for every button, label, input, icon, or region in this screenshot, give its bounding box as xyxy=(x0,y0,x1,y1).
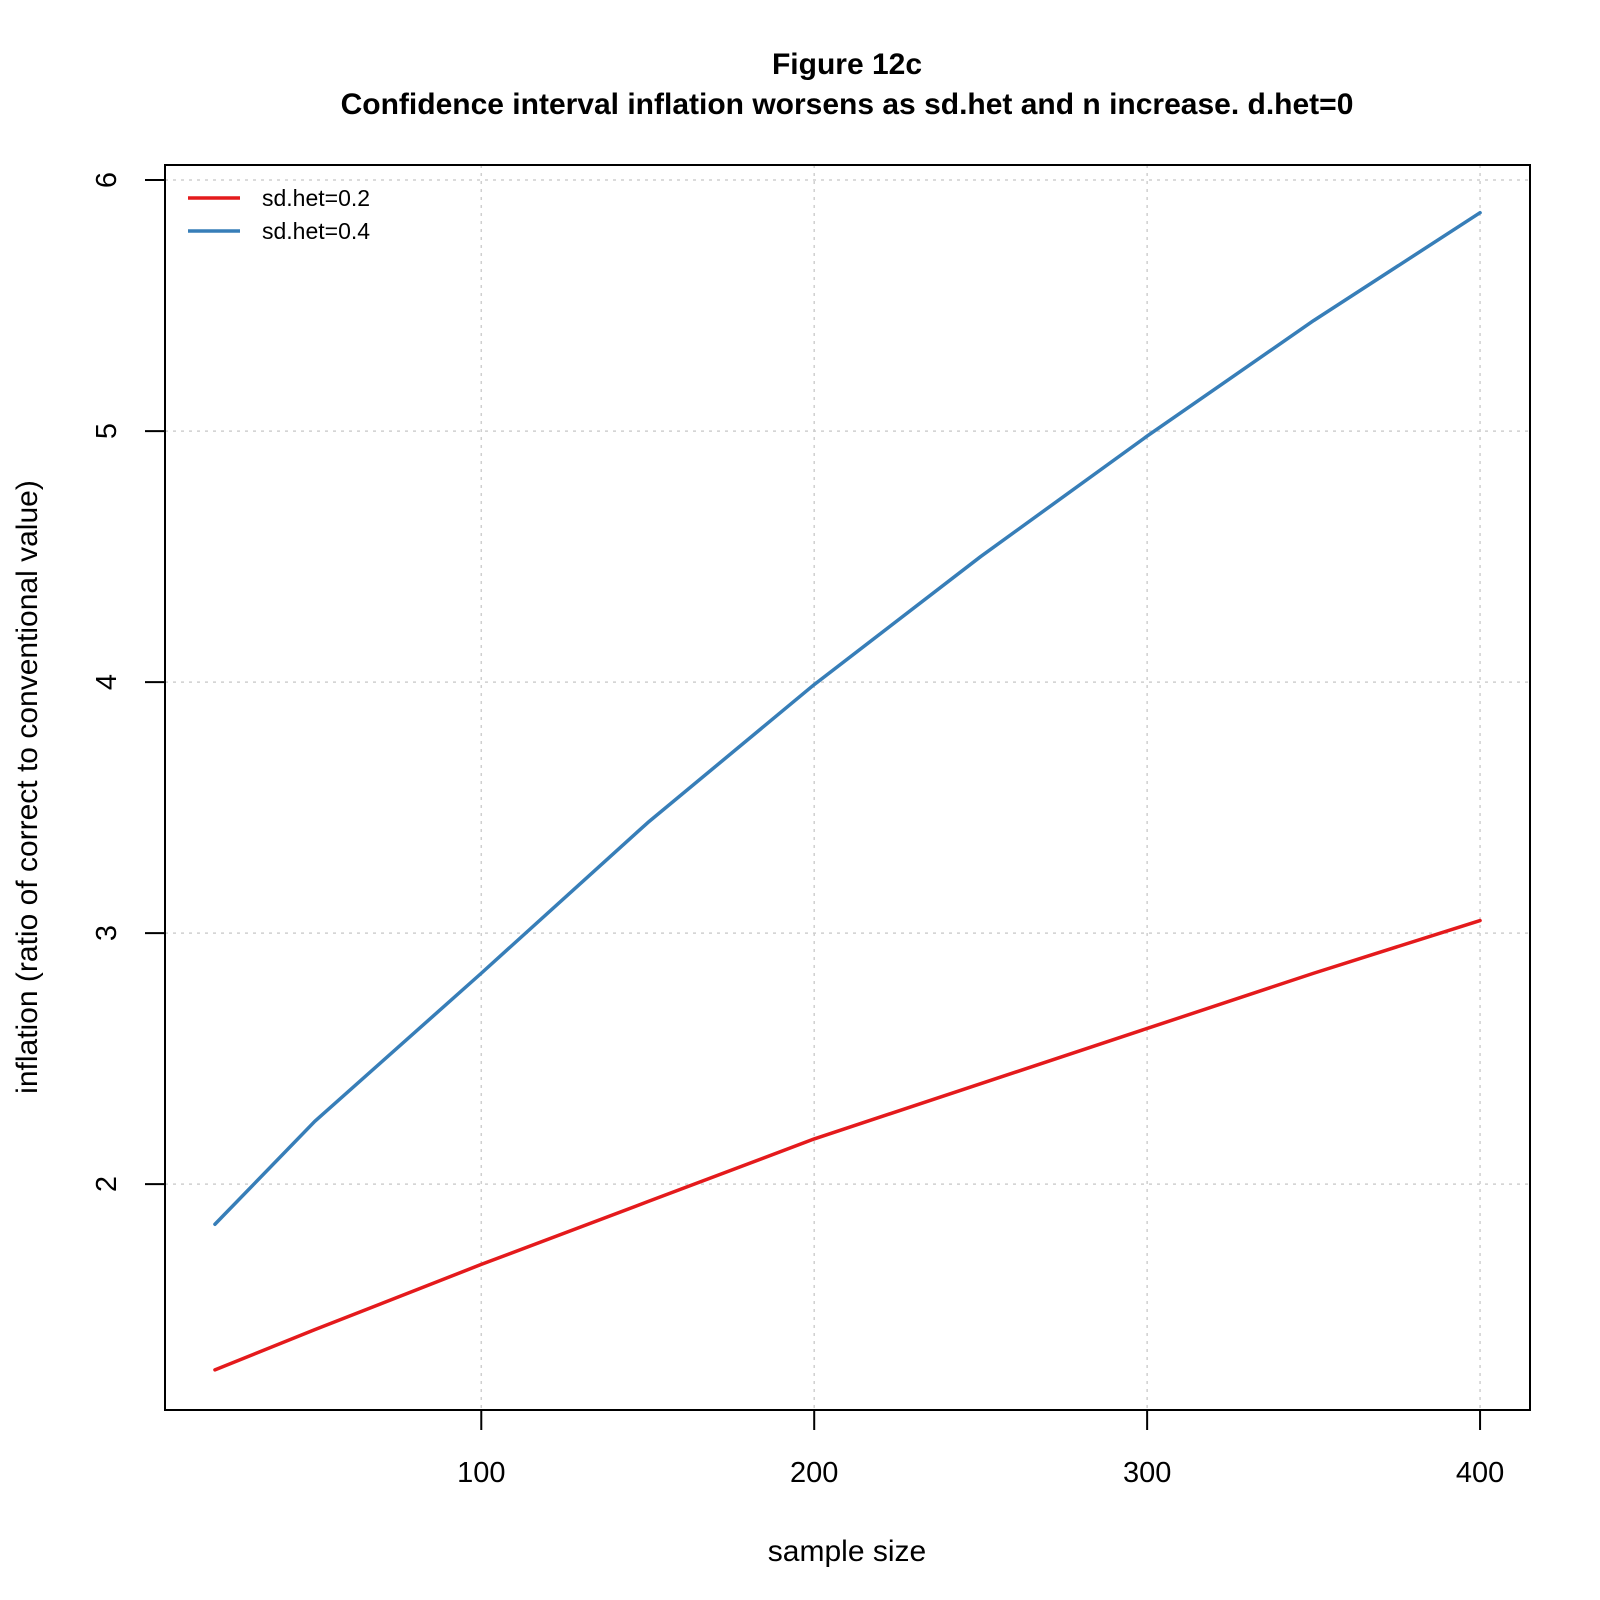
x-tick-label-400: 400 xyxy=(1456,1457,1504,1489)
plot-frame xyxy=(164,164,1531,1411)
legend: sd.het=0.2 sd.het=0.4 xyxy=(188,185,370,244)
legend-label-1: sd.het=0.2 xyxy=(262,185,370,211)
y-tick-label-3: 3 xyxy=(91,925,123,941)
x-tick-label-200: 200 xyxy=(790,1457,838,1489)
series-line-2 xyxy=(213,210,1482,1226)
series-lines xyxy=(213,210,1482,1372)
legend-label-2: sd.het=0.4 xyxy=(262,218,370,244)
y-axis-label: inflation (ratio of correct to conventio… xyxy=(11,480,44,1094)
y-tick-label-4: 4 xyxy=(91,674,123,690)
y-tick-label-5: 5 xyxy=(91,423,123,439)
grid-lines xyxy=(165,165,1530,1410)
x-tick-label-100: 100 xyxy=(457,1457,505,1489)
y-tick-label-2: 2 xyxy=(91,1176,123,1192)
x-tick-label-300: 300 xyxy=(1123,1457,1171,1489)
series-line-1 xyxy=(213,918,1482,1372)
x-axis: 100 200 300 400 xyxy=(457,1410,1504,1489)
y-axis: 2 3 4 5 6 xyxy=(91,172,165,1192)
chart-subtitle: Confidence interval inflation worsens as… xyxy=(341,88,1354,121)
y-tick-label-6: 6 xyxy=(91,172,123,188)
x-axis-label: sample size xyxy=(768,1535,926,1568)
chart-title: Figure 12c xyxy=(772,48,922,81)
